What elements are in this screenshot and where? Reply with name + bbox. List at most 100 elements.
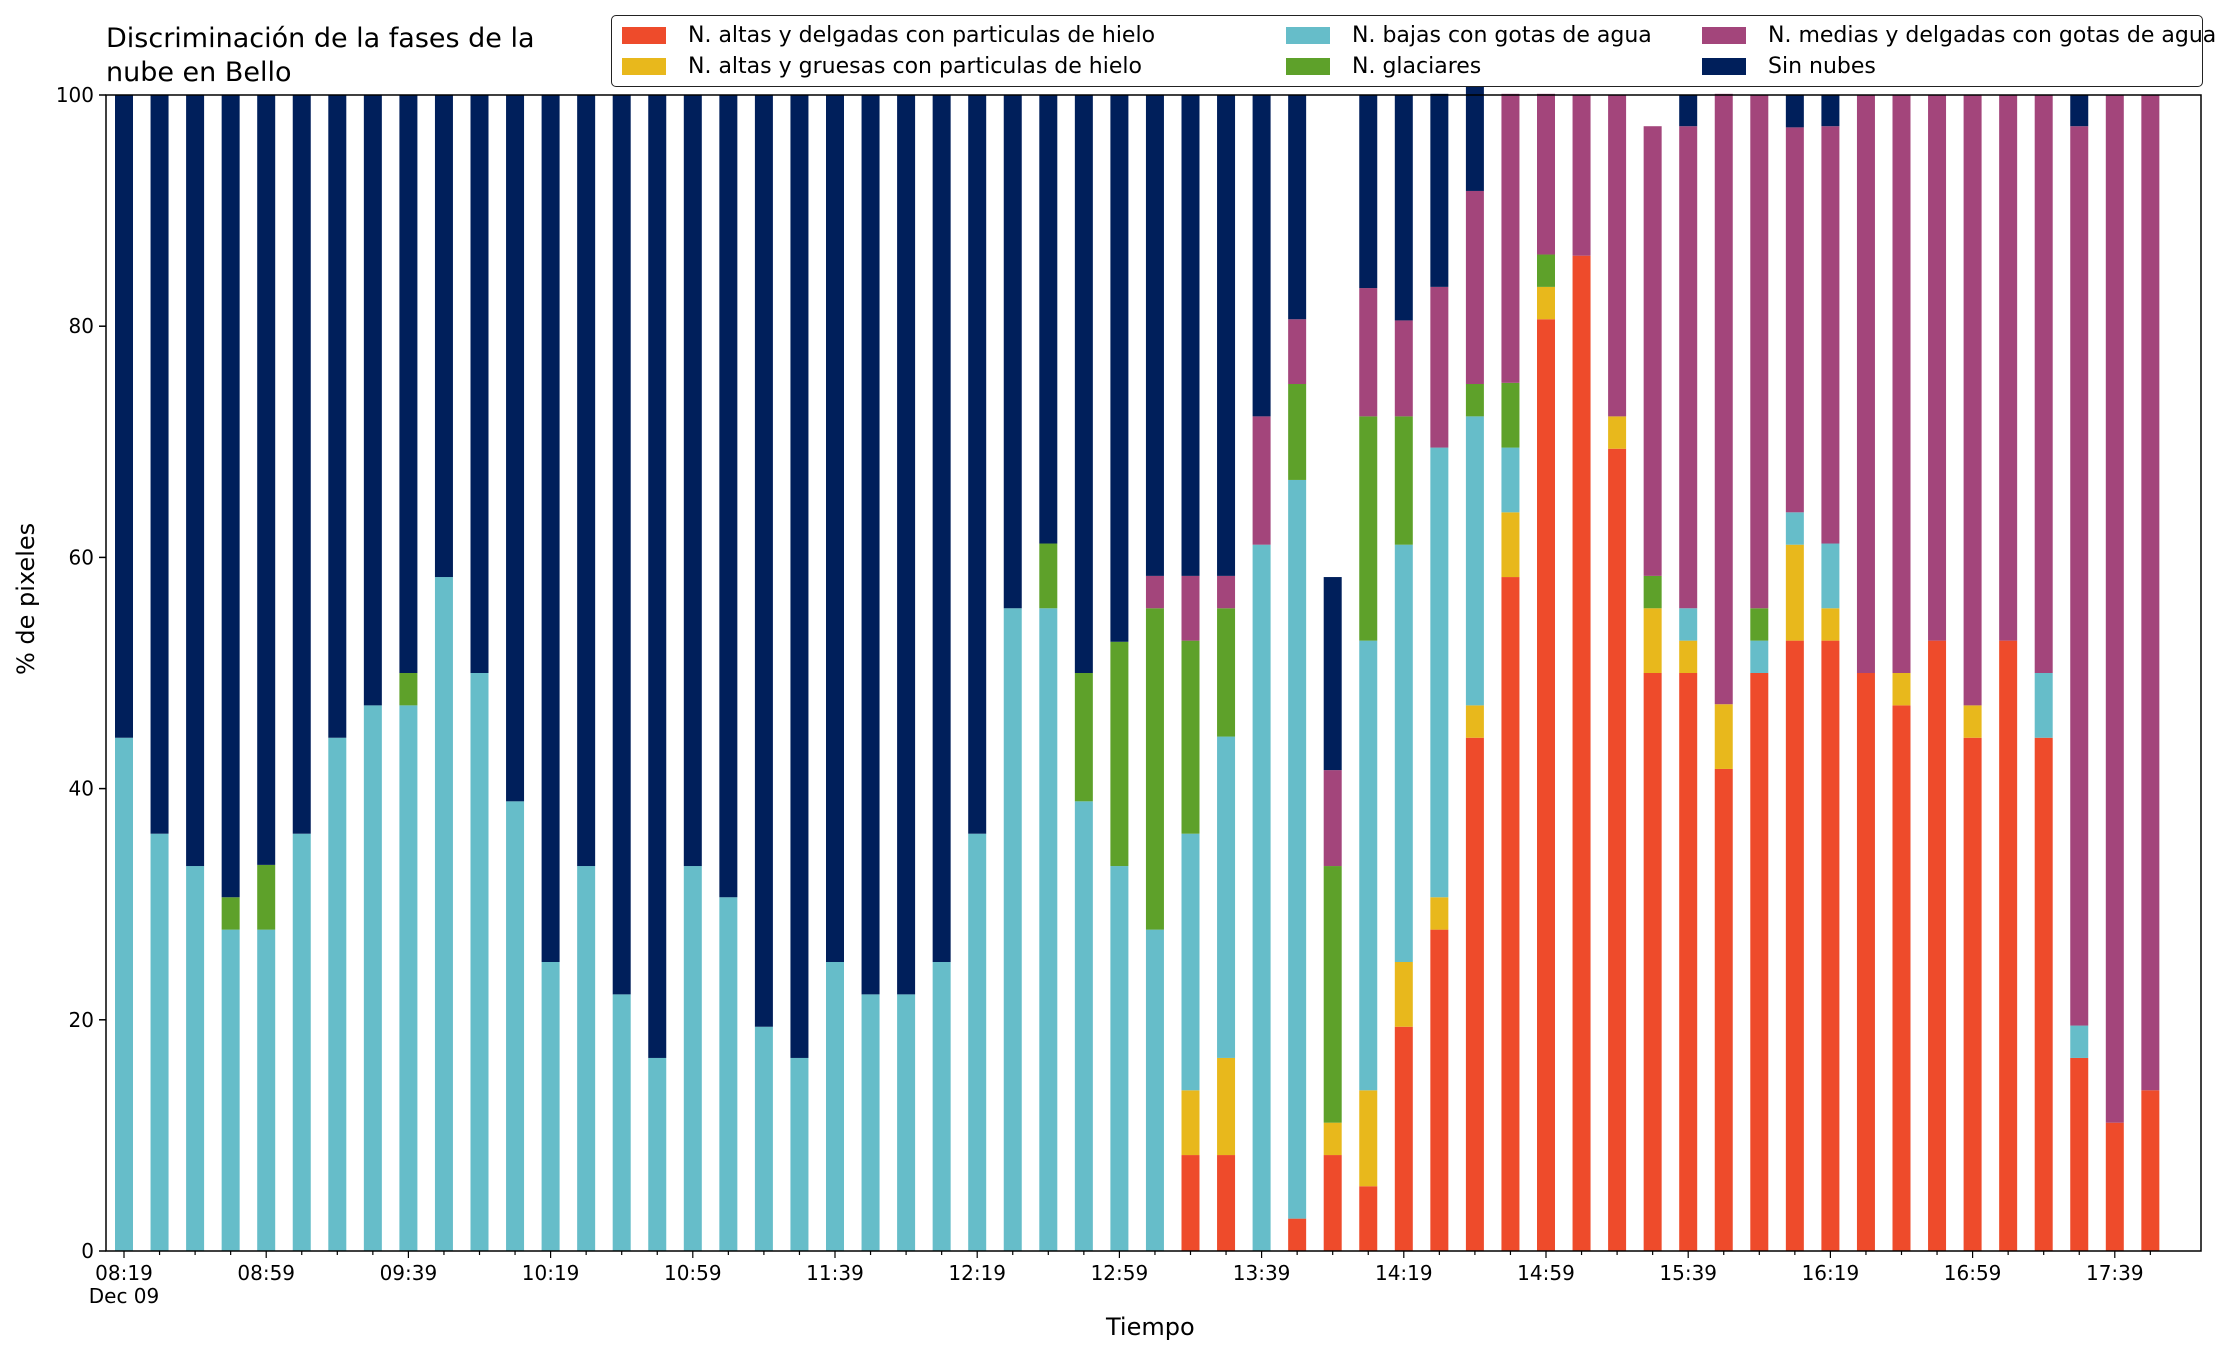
bar-segment-s1-45 [1714,704,1733,769]
bar-segment-s2-13 [577,866,596,1251]
bar-segment-s5-27 [1074,95,1093,673]
legend-label-2: N. bajas con gotas de agua [1352,22,1652,48]
bar-segment-s2-35 [1359,640,1378,1091]
bar-segment-s5-24 [968,95,987,834]
bar-segment-s3-31 [1217,608,1236,737]
bar-segment-s5-15 [648,95,667,1058]
bar-segment-s4-35 [1359,288,1378,417]
x-tick-label-1: 08:59 [237,1261,295,1285]
bar-segment-s3-35 [1359,416,1378,641]
bar-segment-s0-42 [1608,448,1627,1251]
bar-segment-s2-38 [1465,416,1484,706]
bar-segment-s1-44 [1679,640,1698,673]
bar-segment-s5-19 [790,95,809,1058]
bar-segment-s2-18 [754,1026,773,1251]
x-tick-label-4: 10:59 [664,1261,722,1285]
bar-segment-s2-36 [1394,544,1413,962]
bar-segment-s4-52 [1963,95,1982,706]
bar-segment-s2-24 [968,833,987,1251]
bar-segment-s0-49 [1856,673,1875,1251]
bar-segment-s3-36 [1394,416,1413,545]
bar-segment-s1-42 [1608,416,1627,449]
bar-segment-s5-9 [434,95,453,578]
bar-segment-s5-5 [292,95,311,834]
bar-segment-s2-25 [1003,608,1022,1251]
bar-segment-s5-18 [754,95,773,1027]
y-tick-label-0: 0 [81,1239,94,1263]
y-tick-label-1: 20 [69,1008,94,1032]
bar-segment-s2-46 [1750,640,1769,673]
bar-segment-s5-20 [826,95,844,962]
bar-segment-s2-5 [292,833,311,1251]
bar-segment-s0-36 [1394,1026,1413,1251]
y-tick-label-4: 80 [69,314,94,338]
y-axis-label: % de pixeles [12,522,40,675]
bar-segment-s0-40 [1537,319,1555,1251]
bar-segment-s5-36 [1394,95,1413,321]
bar-segment-s2-26 [1039,608,1058,1251]
bar-segment-s2-11 [506,801,525,1251]
bar-segment-s2-55 [2070,1025,2089,1058]
legend-item-1: N. altas y gruesas con particulas de hie… [622,51,1142,81]
bar-segment-s3-3 [221,897,240,930]
bar-segment-s0-52 [1963,737,1982,1251]
bar-segment-s3-39 [1501,382,1520,448]
bar-segment-s5-3 [221,95,240,898]
bar-segment-s1-48 [1821,608,1840,641]
bar-segment-s2-39 [1501,447,1520,513]
bar-segment-s3-26 [1039,543,1058,609]
bar-segment-s4-45 [1714,93,1733,705]
bar-segment-s3-33 [1288,384,1307,480]
bar-segment-s0-38 [1465,737,1484,1251]
bar-segment-s5-26 [1039,95,1058,544]
bar-segment-s5-22 [897,95,916,995]
bar-segment-s0-47 [1785,640,1804,1251]
bar-segment-s1-47 [1785,544,1804,641]
bar-segment-s5-55 [2070,95,2089,127]
bar-segment-s0-57 [2141,1090,2160,1251]
legend-item-2: N. bajas con gotas de agua [1286,20,1652,50]
bar-segment-s5-31 [1217,95,1236,576]
bar-segment-s0-55 [2070,1057,2089,1251]
y-tick-label-5: 100 [56,83,94,107]
x-tick-label-5: 11:39 [806,1261,864,1285]
bar-segment-s5-11 [506,95,525,802]
bar-segment-s2-19 [790,1057,809,1251]
bar-segment-s2-27 [1074,801,1093,1251]
plot-frame [105,94,2202,1252]
bar-segment-s5-30 [1181,95,1200,576]
bar-segment-s5-34 [1323,577,1342,771]
bar-segment-s5-12 [541,95,560,962]
bar-segment-s2-10 [470,673,489,1251]
bar-segment-s1-35 [1359,1090,1378,1187]
bar-segment-s5-4 [257,95,276,865]
bar-segment-s3-27 [1074,673,1093,802]
legend: N. altas y delgadas con particulas de hi… [611,15,2216,87]
bar-segment-s4-56 [2105,95,2124,1123]
bar-segment-s4-32 [1252,416,1271,545]
bar-segment-s5-29 [1145,95,1164,576]
bar-segment-s4-37 [1430,286,1449,448]
bar-segment-s1-36 [1394,962,1413,1027]
bar-segment-s2-23 [932,962,951,1251]
bar-segment-s2-3 [221,929,240,1251]
bar-segment-s1-37 [1430,897,1449,930]
bar-segment-s5-10 [470,95,489,673]
bar-segment-s0-35 [1359,1186,1378,1251]
bar-segment-s4-53 [1999,95,2018,641]
x-tick-label-14: 17:39 [2086,1261,2144,1285]
x-tick-label-6: 12:19 [948,1261,1006,1285]
bar-segment-s1-39 [1501,512,1520,578]
bar-segment-s4-55 [2070,126,2089,1026]
legend-item-3: N. glaciares [1286,51,1481,81]
bar-segment-s5-17 [719,95,738,898]
bar-segment-s2-21 [861,994,880,1251]
legend-swatch-5 [1702,57,1746,75]
bar-segment-s2-0 [115,737,133,1251]
bar-segment-s2-2 [186,866,205,1251]
bar-segment-s0-45 [1714,768,1733,1251]
bar-segment-s2-17 [719,897,738,1251]
bar-segment-s0-33 [1288,1218,1307,1251]
bar-segment-s2-1 [150,833,169,1251]
